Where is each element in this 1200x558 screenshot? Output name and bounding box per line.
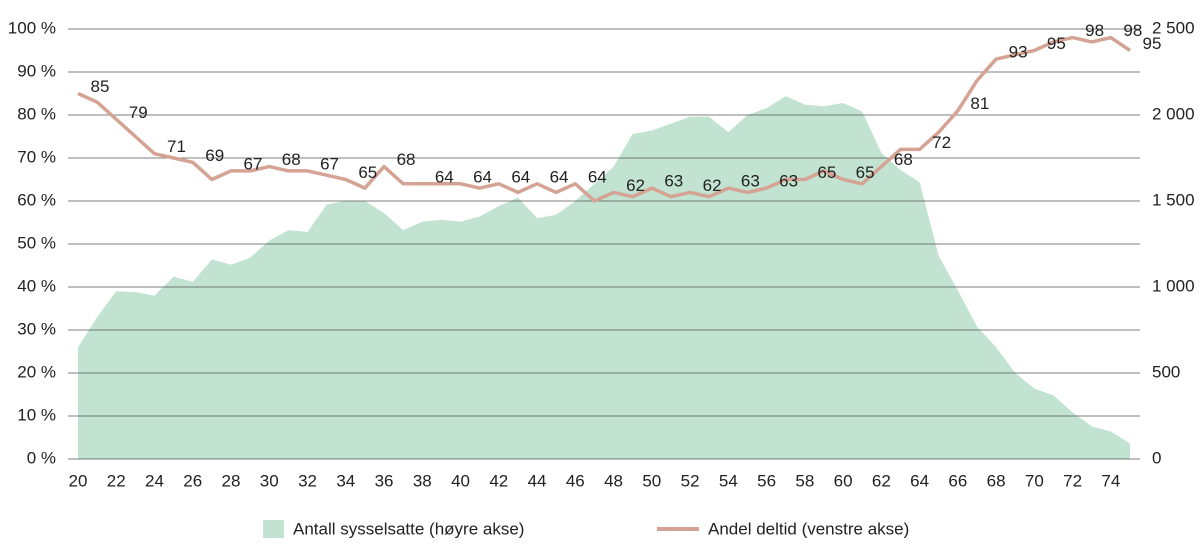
data-label: 63 [779, 172, 798, 191]
x-tick-label: 36 [375, 471, 394, 490]
x-tick-label: 66 [948, 471, 967, 490]
y2-tick-label: 1 500 [1152, 190, 1195, 209]
data-label: 69 [205, 146, 224, 165]
data-label: 98 [1123, 21, 1142, 40]
y-tick-label: 60 % [17, 190, 56, 209]
data-label: 85 [91, 77, 110, 96]
data-label: 98 [1085, 21, 1104, 40]
data-label: 68 [397, 150, 416, 169]
y-tick-label: 80 % [17, 104, 56, 123]
data-label: 81 [970, 94, 989, 113]
x-tick-label: 64 [910, 471, 929, 490]
data-label: 64 [588, 167, 607, 186]
data-label: 72 [932, 133, 951, 152]
x-tick-label: 56 [757, 471, 776, 490]
data-label: 67 [320, 154, 339, 173]
area [78, 96, 1130, 459]
data-label: 79 [129, 103, 148, 122]
y2-tick-label: 0 [1152, 448, 1161, 467]
x-tick-label: 50 [642, 471, 661, 490]
data-label: 71 [167, 137, 186, 156]
x-tick-label: 44 [528, 471, 547, 490]
data-label: 65 [358, 163, 377, 182]
data-label: 63 [664, 172, 683, 191]
x-tick-label: 28 [222, 471, 241, 490]
data-label: 65 [817, 163, 836, 182]
x-tick-label: 58 [795, 471, 814, 490]
x-tick-label: 20 [69, 471, 88, 490]
x-tick-label: 46 [566, 471, 585, 490]
x-tick-label: 30 [260, 471, 279, 490]
data-label: 68 [282, 150, 301, 169]
data-label: 93 [1009, 43, 1028, 62]
x-tick-label: 60 [834, 471, 853, 490]
y-tick-label: 0 % [27, 448, 56, 467]
x-tick-label: 72 [1063, 471, 1082, 490]
legend-label: Andel deltid (venstre akse) [708, 519, 909, 538]
x-tick-label: 68 [987, 471, 1006, 490]
x-tick-label: 40 [451, 471, 470, 490]
legend-label: Antall sysselsatte (høyre akse) [293, 519, 524, 538]
x-tick-label: 38 [413, 471, 432, 490]
y-tick-label: 90 % [17, 61, 56, 80]
data-label: 62 [626, 176, 645, 195]
data-label: 65 [856, 163, 875, 182]
x-tick-label: 42 [489, 471, 508, 490]
data-label: 64 [511, 167, 530, 186]
x-tick-label: 22 [107, 471, 126, 490]
y-tick-label: 70 % [17, 147, 56, 166]
y-tick-label: 50 % [17, 233, 56, 252]
data-label: 95 [1047, 34, 1066, 53]
data-label: 95 [1143, 34, 1162, 53]
data-label: 68 [894, 150, 913, 169]
data-label: 67 [244, 154, 263, 173]
y2-tick-label: 2 000 [1152, 104, 1195, 123]
data-label: 64 [435, 167, 454, 186]
line [77, 35, 1131, 203]
data-label: 62 [703, 176, 722, 195]
x-tick-label: 34 [336, 471, 355, 490]
y2-tick-label: 1 000 [1152, 276, 1195, 295]
x-tick-label: 48 [604, 471, 623, 490]
x-tick-label: 52 [681, 471, 700, 490]
y-tick-label: 40 % [17, 276, 56, 295]
legend-swatch [263, 520, 284, 538]
data-label: 63 [741, 172, 760, 191]
x-tick-label: 74 [1101, 471, 1120, 490]
y2-tick-label: 500 [1152, 362, 1180, 381]
y-tick-label: 30 % [17, 319, 56, 338]
x-tick-label: 32 [298, 471, 317, 490]
data-label: 64 [550, 167, 569, 186]
x-tick-label: 54 [719, 471, 738, 490]
x-tick-label: 24 [145, 471, 164, 490]
y-tick-label: 100 % [8, 18, 56, 37]
y-tick-label: 20 % [17, 362, 56, 381]
x-tick-label: 70 [1025, 471, 1044, 490]
x-tick-label: 26 [183, 471, 202, 490]
x-tick-label: 62 [872, 471, 891, 490]
y-tick-label: 10 % [17, 405, 56, 424]
data-label: 64 [473, 167, 492, 186]
y2-tick-label: 2 500 [1152, 18, 1195, 37]
